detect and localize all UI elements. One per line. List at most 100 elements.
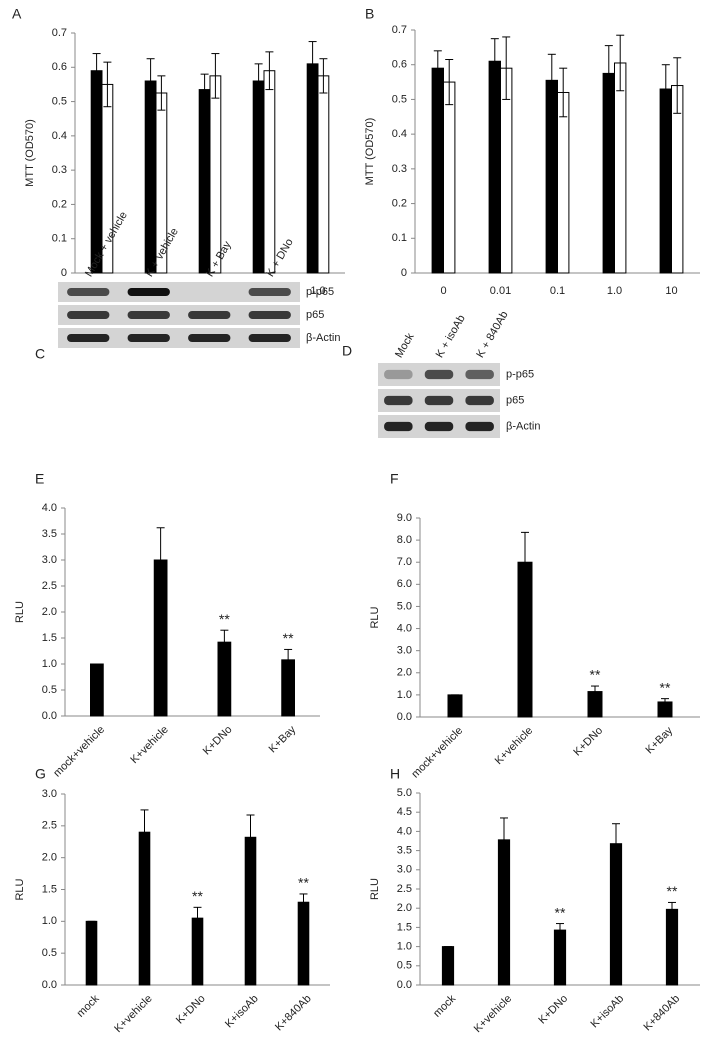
y-tick-label: 6.0 [397, 578, 412, 590]
y-tick-label: 3.0 [42, 554, 57, 566]
y-tick-label: 2.5 [397, 883, 412, 895]
bar [138, 831, 151, 986]
band [188, 311, 231, 319]
error-bar [92, 53, 101, 89]
annotation: ** [555, 904, 566, 920]
y-tick-label: 2.0 [42, 606, 57, 618]
x-tick-label: K+vehicle [493, 725, 535, 767]
x-tick-label: K+Bay [267, 723, 299, 755]
blot-row [58, 305, 300, 325]
error-bar [156, 527, 165, 560]
y-tick-label: 5.0 [397, 600, 412, 612]
bar [191, 917, 204, 986]
error-bar [673, 57, 682, 114]
y-axis-label: RLU [14, 601, 26, 623]
error-bar [591, 685, 599, 692]
error-bar [604, 45, 613, 102]
bar [198, 89, 211, 274]
y-axis-label: MTT (OD570) [24, 119, 36, 187]
y-tick-label: 0.6 [52, 61, 67, 73]
bar [545, 79, 558, 274]
error-bar [502, 36, 511, 100]
y-tick-label: 0.5 [52, 95, 67, 107]
bar [263, 70, 276, 274]
bar [144, 80, 157, 274]
y-tick-label: 0.2 [392, 197, 407, 209]
y-tick-label: 1.5 [42, 883, 57, 895]
bar [587, 691, 603, 718]
x-tick-label: mock [75, 992, 102, 1019]
y-tick-label: 0.6 [392, 59, 407, 71]
x-tick-label: K+vehicle [128, 724, 170, 766]
x-tick-label: 0.1 [550, 285, 565, 297]
y-axis-label: RLU [14, 878, 26, 900]
error-bar [246, 814, 255, 838]
band [248, 288, 291, 296]
x-tick-label: 1.0 [607, 285, 622, 297]
error-bar [254, 63, 263, 99]
band [384, 421, 413, 432]
bar [488, 60, 502, 274]
error-bar [308, 41, 317, 87]
y-tick-label: 0.0 [397, 979, 412, 991]
bar [306, 63, 319, 274]
band [424, 421, 454, 432]
band [384, 395, 413, 406]
y-tick-label: 0.4 [52, 130, 67, 142]
band [465, 421, 494, 432]
y-tick-label: 5.0 [397, 787, 412, 799]
error-bar [103, 61, 112, 108]
x-tick-label: K+840Ab [273, 993, 314, 1034]
y-tick-label: 8.0 [397, 534, 412, 546]
y-tick-label: 0 [61, 267, 67, 279]
x-tick-label: 1.0 [310, 285, 325, 297]
y-tick-label: 4.0 [397, 622, 412, 634]
y-tick-label: 1.0 [42, 915, 57, 927]
band [465, 395, 494, 406]
y-tick-label: 0.0 [42, 979, 57, 991]
y-tick-label: 0.7 [392, 24, 407, 36]
error-bar [299, 893, 308, 903]
y-tick-label: 0.0 [397, 711, 412, 723]
bar [431, 67, 445, 274]
bar [281, 659, 295, 717]
panel-label: G [35, 766, 46, 782]
x-tick-label: 0.01 [490, 285, 511, 297]
y-tick-label: 2.5 [42, 820, 57, 832]
y-tick-label: 0.5 [42, 684, 57, 696]
bar [209, 75, 222, 274]
bar [90, 663, 104, 717]
error-bar [616, 34, 625, 92]
error-bar [547, 53, 556, 107]
bar [553, 929, 567, 986]
y-tick-label: 4.5 [397, 806, 412, 818]
lane-label: K + isoAb [434, 313, 468, 360]
row-label: p65 [506, 394, 524, 406]
y-tick-label: 0.5 [42, 947, 57, 959]
y-tick-label: 3.0 [397, 645, 412, 657]
y-tick-label: 0.0 [42, 710, 57, 722]
error-bar [559, 67, 568, 118]
panel-label: B [365, 6, 374, 22]
y-tick-label: 1.5 [397, 921, 412, 933]
x-tick-label: mock [431, 992, 458, 1019]
y-tick-label: 7.0 [397, 556, 412, 568]
y-tick-label: 1.5 [42, 632, 57, 644]
error-bar [490, 38, 499, 85]
error-bar [668, 901, 676, 910]
error-bar [265, 51, 274, 91]
row-label: p-p65 [506, 368, 534, 380]
band [424, 369, 454, 380]
bar [297, 901, 310, 986]
annotation: ** [283, 630, 294, 646]
annotation: ** [298, 875, 309, 891]
row-label: β-Actin [306, 332, 340, 344]
error-bar [200, 73, 209, 106]
error-bar [661, 698, 669, 702]
y-tick-label: 0.4 [392, 128, 407, 140]
panel-label: H [390, 766, 400, 782]
band [188, 334, 231, 342]
error-bar [146, 58, 155, 104]
x-tick-label: 0 [440, 285, 446, 297]
error-bar [319, 58, 328, 94]
